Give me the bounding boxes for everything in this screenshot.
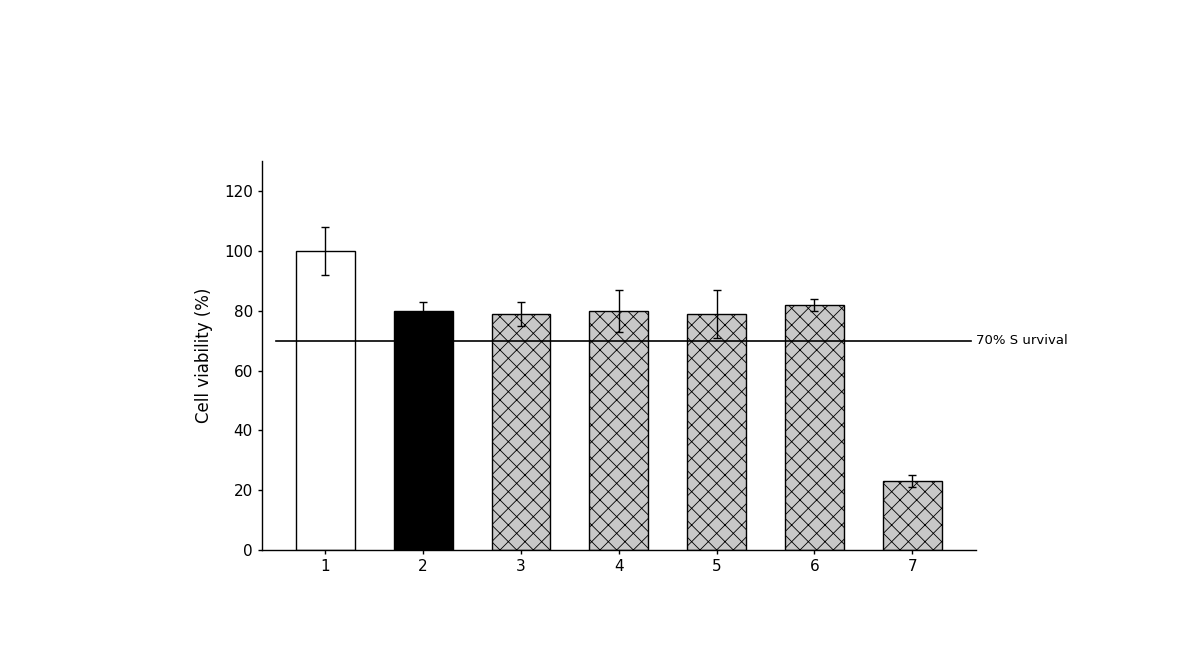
Bar	[394, 311, 452, 550]
Bar	[688, 314, 746, 550]
Bar	[785, 305, 844, 550]
Bar	[491, 314, 550, 550]
Bar	[589, 311, 649, 550]
Y-axis label: Cell viability (%): Cell viability (%)	[195, 288, 213, 423]
Text: 70% S urvival: 70% S urvival	[976, 334, 1067, 347]
Bar	[883, 481, 941, 550]
Bar	[296, 251, 355, 550]
